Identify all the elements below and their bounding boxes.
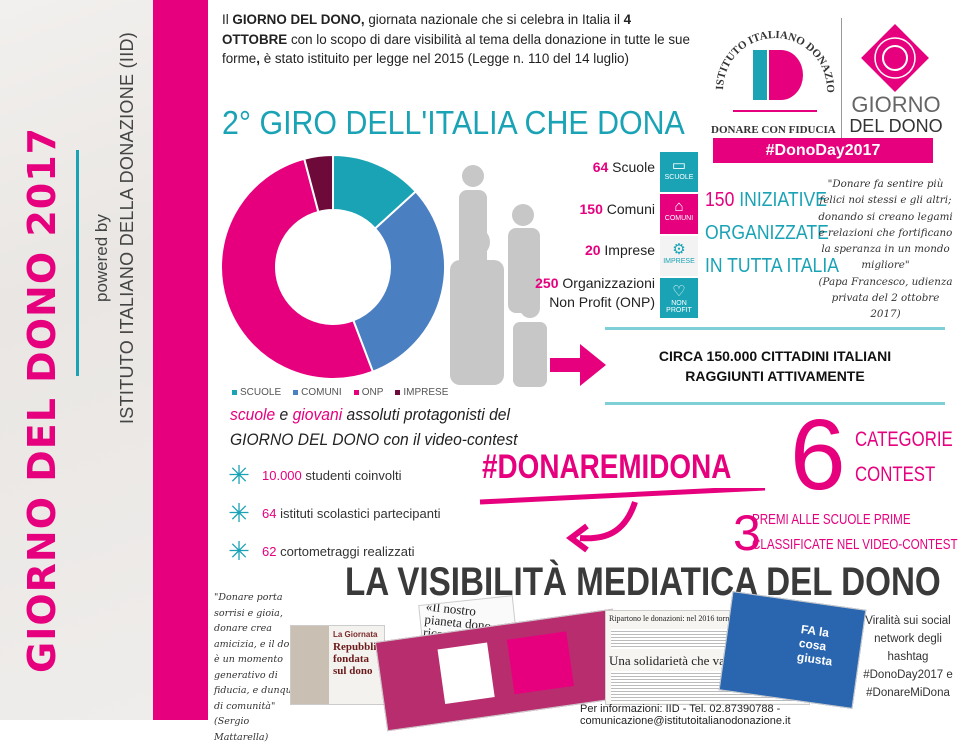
tv-screenshot-2: FA la cosa giusta [718, 591, 867, 709]
clipping-1: La Giornata Repubblica fondata sul dono [290, 625, 385, 705]
asterisk-icon: ✳ [228, 536, 250, 566]
divider-line [76, 150, 79, 376]
footer-contact: Per informazioni: IID - Tel. 02.87390788… [580, 703, 791, 727]
stat-comuni: 150 Comuni [579, 201, 656, 217]
legend-item-comuni: COMUNI [293, 387, 342, 398]
intro-text: Il GIORNO DEL DONO, giornata nazionale c… [222, 12, 690, 66]
logo: ISTITUTO ITALIANO DONAZIONE DONARE CON F… [705, 10, 945, 163]
hashtag-banner: #DonoDay2017 [713, 138, 933, 163]
diamond-icon [861, 24, 929, 92]
stat-scuole: 64 Scuole [592, 159, 655, 175]
pope-quote: "Donare fa sentire più felici noi stessi… [818, 178, 953, 321]
legend-item-imprese: IMPRESE [395, 387, 448, 398]
iid-logo-icon: ISTITUTO ITALIANO DONAZIONE [705, 10, 836, 112]
chart-legend: SCUOLE COMUNI ONP IMPRESE [232, 387, 448, 398]
people-icon [450, 165, 547, 387]
donut-slice-comuni [351, 190, 446, 373]
logo-divider [841, 18, 842, 138]
building-icon: ⌂ [674, 198, 684, 215]
media-title: LA VISIBILITÀ MEDIATICA DEL DONO [345, 560, 941, 604]
viral-text: Viralità sui social network degli hashta… [863, 615, 953, 699]
book-icon: ▭ [671, 157, 687, 174]
brand-line2: DEL DONO [849, 116, 943, 136]
powered-by: powered by [92, 214, 111, 302]
bullet-schools: ✳ 64 istituti scolastici partecipanti [228, 498, 441, 528]
donut-slice-imprese [303, 153, 334, 214]
legend-item-scuole: SCUOLE [232, 387, 281, 398]
prizes-count: 3 [733, 505, 761, 561]
tile-imprese: ⚙ IMPRESE [660, 236, 698, 276]
section-title: 2° GIRO DELL'ITALIA CHE DONA [222, 104, 685, 141]
arrow-right-icon [550, 344, 606, 386]
contest-hashtag: #DONAREMIDONA [482, 448, 732, 486]
legend-item-onp: ONP [353, 387, 383, 398]
donut-slice-onp [219, 157, 375, 380]
bullet-films: ✳ 62 cortometraggi realizzati [228, 536, 415, 566]
reach-text: CIRCA 150.000 CITTADINI ITALIANI RAGGIUNT… [658, 348, 892, 384]
categories-label: CATEGORIE CONTEST [855, 428, 953, 486]
tile-comuni: ⌂ COMUNI [660, 194, 698, 234]
stat-imprese: 20 Imprese [584, 242, 655, 258]
pink-bar [153, 0, 208, 720]
tile-scuole: ▭ SCUOLE [660, 152, 698, 192]
left-panel: GIORNO DEL DONO 2017 powered by ISTITUTO… [0, 0, 153, 720]
asterisk-icon: ✳ [228, 498, 250, 528]
donut-chart [219, 153, 446, 380]
brand-line1: GIORNO [851, 92, 941, 117]
bullet-students: ✳ 10.000 studenti coinvolti [228, 460, 402, 490]
institute-name: ISTITUTO ITALIANO DELLA DONAZIONE (IID) [117, 31, 137, 424]
contest-intro: scuole e giovani assoluti protagonisti d… [230, 405, 518, 449]
initiatives: 150 INIZIATIVE ORGANIZZATE IN TUTTA ITALIA [705, 189, 839, 277]
heart-icon: ♡ [672, 283, 686, 300]
categories-count: 6 [790, 399, 846, 511]
teal-line [605, 327, 945, 330]
teal-line [605, 402, 945, 405]
asterisk-icon: ✳ [228, 460, 250, 490]
photo [291, 626, 329, 704]
logo-tagline: DONARE CON FIDUCIA [711, 124, 836, 136]
curved-arrow-icon [479, 488, 766, 553]
tile-onp: ♡ NON PROFIT [660, 278, 698, 318]
gears-icon: ⚙ [672, 241, 686, 258]
vertical-title: GIORNO DEL DONO 2017 [20, 126, 64, 673]
stat-onp: 250 Organizzazioni Non Profit (ONP) [535, 275, 655, 310]
prizes-label: PREMI ALLE SCUOLE PRIME CLASSIFICATE NEL … [752, 512, 958, 553]
